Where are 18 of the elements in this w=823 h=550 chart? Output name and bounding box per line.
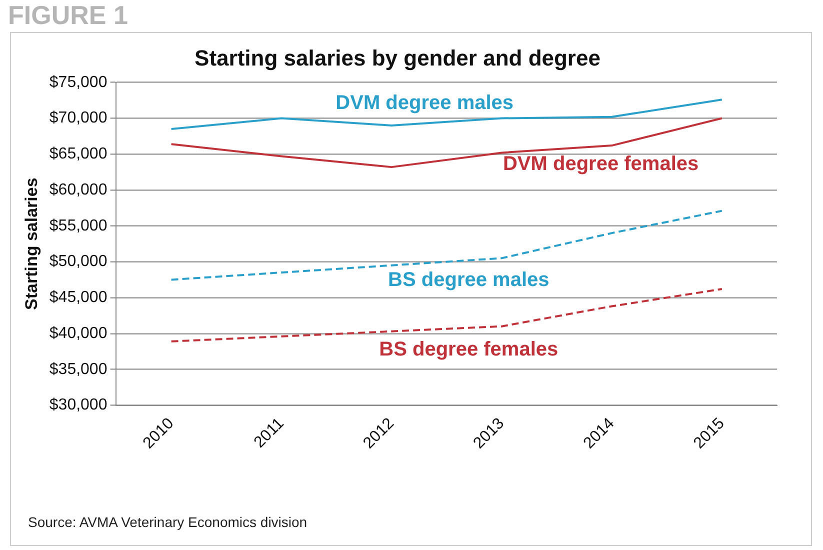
series-label: DVM degree males xyxy=(336,92,514,114)
y-tick-label: $60,000 xyxy=(49,181,108,198)
y-tick-label: $55,000 xyxy=(49,217,108,234)
series-label: BS degree females xyxy=(379,338,558,360)
chart-title: Starting salaries by gender and degree xyxy=(194,45,600,70)
y-tick-label: $75,000 xyxy=(49,74,108,91)
y-tick-label: $70,000 xyxy=(49,110,108,127)
y-tick-label: $65,000 xyxy=(49,146,108,163)
source-note: Source: AVMA Veterinary Economics division xyxy=(28,514,308,530)
y-tick-label: $30,000 xyxy=(49,396,108,414)
caption: FIGURE 1 xyxy=(8,0,128,31)
y-tick-label: $45,000 xyxy=(49,289,108,306)
y-tick-label: $40,000 xyxy=(49,324,108,342)
series-label: BS degree males xyxy=(388,268,550,291)
y-tick-label: $50,000 xyxy=(49,253,108,270)
y-axis-title: Starting salaries xyxy=(22,178,41,310)
y-tick-label: $35,000 xyxy=(49,360,108,378)
series-label: DVM degree females xyxy=(502,152,699,175)
